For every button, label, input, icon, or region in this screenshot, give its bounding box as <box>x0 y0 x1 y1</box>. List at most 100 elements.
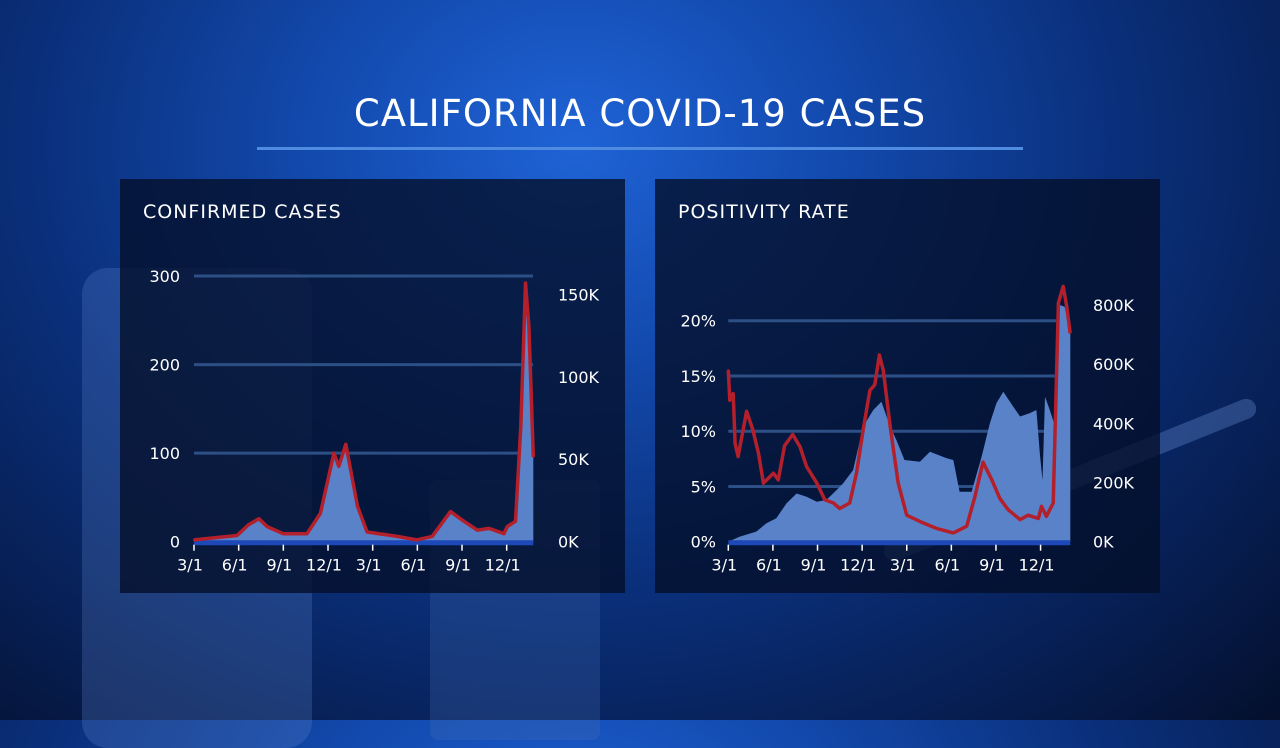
trend-line-point <box>861 428 865 432</box>
trend-line-point <box>247 523 250 527</box>
trend-line-point <box>798 445 802 448</box>
trend-line-point <box>337 465 340 468</box>
trend-line-point <box>1018 518 1022 521</box>
trend-line-point <box>905 513 908 517</box>
trend-line-point <box>1006 508 1010 511</box>
right-axis-tick-label: 150K <box>558 285 600 304</box>
confirmed-cases-panel: CONFIRMED CASES 0 100 200 300 0K 50K 100K 150K 3… <box>120 179 625 593</box>
trend-line-point <box>855 471 858 475</box>
trend-line-point <box>1068 331 1072 335</box>
trend-line-point <box>733 442 737 445</box>
positivity-rate-panel: POSITIVITY RATE 0% 5% 10% 15% 20% 0K 200K 400K 6… <box>655 179 1160 593</box>
trend-line <box>193 281 536 542</box>
trend-line-point <box>502 532 506 535</box>
trend-line-point <box>965 525 968 528</box>
left-axis-tick-label: 300 <box>149 267 180 286</box>
right-axis-tick-label: 600K <box>1093 355 1135 374</box>
trend-line-point <box>514 520 517 523</box>
panel-title: CONFIRMED CASES <box>143 201 342 223</box>
trend-line-point <box>332 451 336 455</box>
trend-line-point <box>192 538 196 542</box>
trend-line-point <box>1037 517 1040 520</box>
trend-line-point <box>266 525 269 528</box>
trend-line-point <box>319 512 322 515</box>
trend-line-point <box>815 481 818 485</box>
x-axis-tick-label: 3/1 <box>356 556 382 575</box>
trend-line-point <box>476 528 479 532</box>
left-axis-tick-label: 0% <box>691 533 716 552</box>
trend-line-point <box>356 505 359 508</box>
right-axis-tick-label: 50K <box>558 450 589 469</box>
trend-line-point <box>973 495 977 498</box>
trend-line-point <box>921 521 925 525</box>
left-axis-tick-label: 15% <box>680 367 716 386</box>
page-title: CALIFORNIA COVID-19 CASES <box>353 92 927 135</box>
trend-line-point <box>981 460 985 464</box>
trend-line-point <box>783 444 786 447</box>
x-axis-tick-label: 6/1 <box>934 556 960 575</box>
title-underline <box>257 147 1023 150</box>
trend-line-point <box>235 534 239 537</box>
trend-line-point <box>952 531 955 535</box>
x-axis-tick-label: 12/1 <box>1019 556 1055 575</box>
right-axis-tick-label: 400K <box>1093 414 1135 433</box>
trend-line-point <box>1062 285 1065 288</box>
x-axis-tick-label: 9/1 <box>979 556 1005 575</box>
panel-title: POSITIVITY RATE <box>678 201 850 223</box>
trend-line-point <box>727 369 730 372</box>
x-axis-tick-label: 12/1 <box>840 556 876 575</box>
positivity-rate-chart: 0% 5% 10% 15% 20% 0K 200K 400K 600K 800K 3/1 6/1 9/1… <box>680 284 1135 575</box>
left-axis-tick-label: 0 <box>170 533 180 552</box>
x-axis-tick-label: 6/1 <box>222 556 248 575</box>
trend-line-point <box>823 498 827 501</box>
trend-line-point <box>1065 305 1068 308</box>
trend-line-point <box>1026 513 1030 517</box>
trend-line-point <box>431 535 434 538</box>
trend-line-point <box>731 392 735 395</box>
trend-line-point <box>745 410 748 413</box>
trend-line-point <box>281 532 285 535</box>
trend-line-point <box>882 369 885 372</box>
trend-line-point <box>897 481 900 485</box>
trend-line-point <box>772 471 775 475</box>
trend-line-point <box>462 520 466 523</box>
left-axis-tick-label: 200 <box>149 356 180 375</box>
trend-line-point <box>519 425 523 428</box>
trend-line-point <box>838 507 841 510</box>
left-axis-tick-label: 5% <box>691 477 716 496</box>
trend-line-point <box>832 501 835 505</box>
x-axis-tick-label: 9/1 <box>266 556 292 575</box>
trend-line-point <box>1052 501 1055 505</box>
trend-line-point <box>777 478 780 482</box>
trend-line-point <box>751 428 755 432</box>
trend-line-point <box>344 443 348 446</box>
cases-area <box>728 305 1071 542</box>
x-axis-tick-label: 3/1 <box>711 556 737 575</box>
trend-line-point <box>762 481 765 485</box>
trend-line-point <box>736 455 740 458</box>
trend-line-point <box>935 527 938 530</box>
right-axis-tick-label: 100K <box>558 368 600 387</box>
trend-line-point <box>848 501 851 505</box>
x-axis-tick-label: 9/1 <box>445 556 471 575</box>
trend-line-point <box>487 527 491 530</box>
right-axis-tick-label: 800K <box>1093 296 1135 315</box>
confirmed-cases-chart: 0 100 200 300 0K 50K 100K 150K 3/1 6/1 9/1 12/1 3/1 6… <box>149 267 600 575</box>
x-axis-tick-label: 9/1 <box>801 556 827 575</box>
right-axis-tick-label: 200K <box>1093 474 1135 493</box>
trend-line-point <box>888 425 892 428</box>
left-axis-tick-label: 20% <box>680 312 716 331</box>
trend-line-point <box>365 530 369 534</box>
trend-line-point <box>805 465 808 468</box>
x-axis-tick-label: 12/1 <box>485 556 521 575</box>
trend-line-point <box>305 532 309 535</box>
trend-line-point <box>527 325 531 328</box>
trend-line-point <box>728 399 731 402</box>
cases-area <box>194 294 534 542</box>
trend-line-point <box>878 353 881 357</box>
trend-line-point <box>1040 505 1043 508</box>
trend-line-point <box>1057 301 1060 305</box>
trend-line-point <box>868 389 872 392</box>
trend-line <box>726 284 1072 535</box>
x-axis-tick-label: 6/1 <box>756 556 782 575</box>
